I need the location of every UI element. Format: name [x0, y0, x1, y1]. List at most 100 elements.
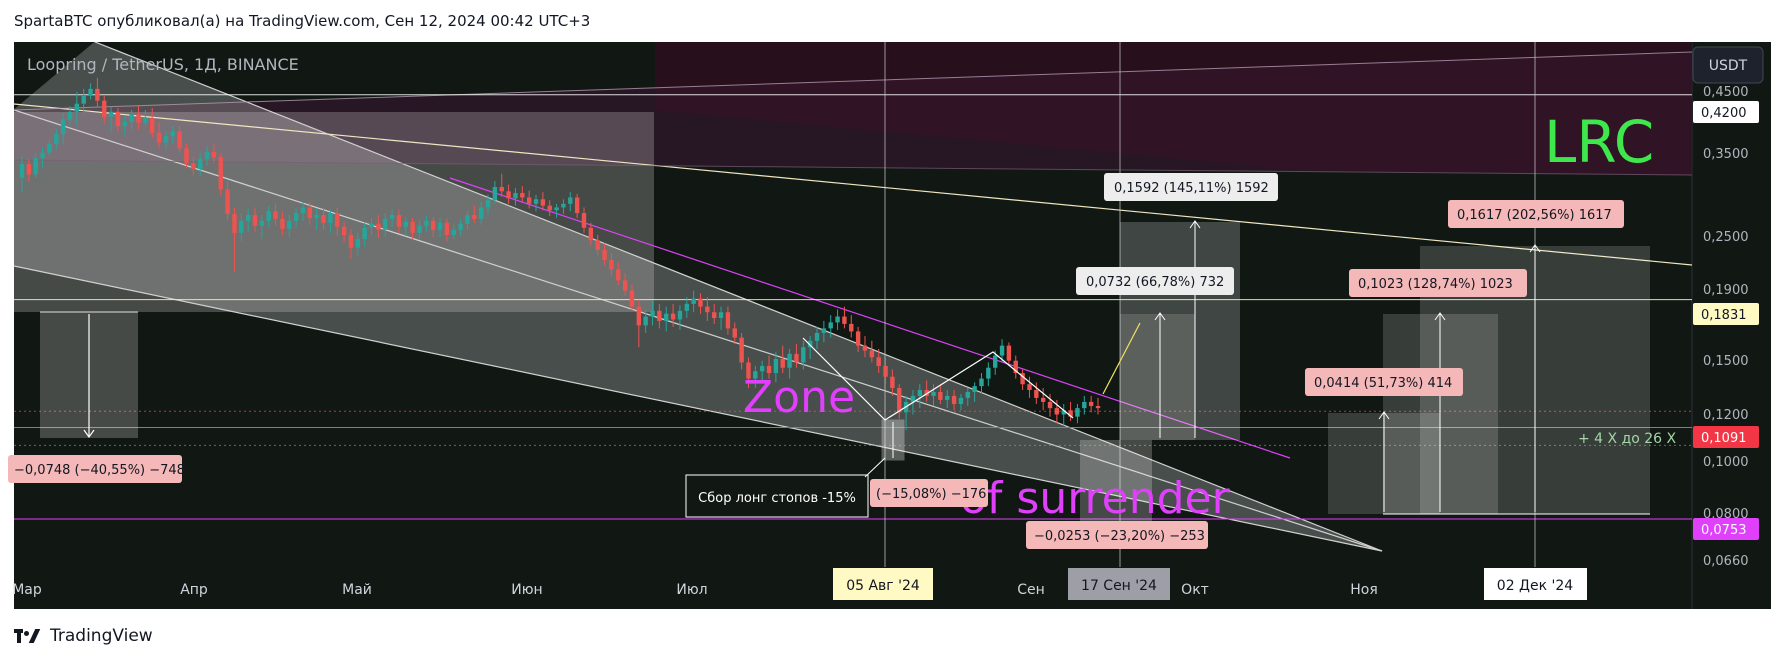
- x-label-may: Май: [342, 582, 372, 598]
- candle-body: [204, 152, 210, 159]
- candle-body: [691, 298, 696, 304]
- candle-body: [376, 223, 381, 230]
- measure-arrow-sep-2-head: [1154, 312, 1166, 321]
- candle-body: [1020, 373, 1025, 385]
- candle-body: [184, 148, 189, 164]
- wedge-upper-line: [14, 109, 1383, 552]
- candle-body: [622, 280, 628, 291]
- candle-body: [197, 158, 203, 169]
- candle-body: [95, 88, 100, 101]
- candle-body: [855, 331, 861, 346]
- measure-label-dec-1-text: 0,1617 (202,56%) 1617: [1457, 208, 1612, 223]
- candle-body: [835, 316, 840, 323]
- candle-body: [252, 215, 258, 226]
- candle-body: [129, 114, 134, 123]
- x-label-sep: Сен: [1017, 582, 1045, 598]
- candle-body: [931, 391, 936, 396]
- measure-box-sep-1: [1120, 222, 1240, 440]
- candle-body: [869, 350, 875, 358]
- price-badge-0109: 0,1091: [1693, 426, 1759, 448]
- tradingview-brand: TradingView: [50, 626, 153, 646]
- candle-body: [814, 332, 820, 341]
- candle-body: [136, 114, 141, 123]
- candle-body: [657, 310, 662, 321]
- candle-body: [451, 229, 456, 235]
- candle-body: [424, 220, 429, 226]
- candle-body: [801, 347, 806, 363]
- candle-body: [266, 211, 271, 221]
- candle-body: [677, 310, 683, 320]
- candle-body: [759, 365, 765, 372]
- y-tick-0190: 0,1900: [1703, 283, 1749, 298]
- candle-body: [773, 358, 779, 374]
- candle-body: [862, 345, 868, 351]
- candle-body: [232, 214, 237, 233]
- candle-body: [547, 205, 552, 211]
- candle-body: [458, 223, 463, 230]
- candle-body: [74, 103, 80, 112]
- measure-label-dec-3: 0,0414 (51,73%) 414: [1305, 368, 1463, 396]
- candle-body: [115, 111, 121, 127]
- candle-body: [1068, 410, 1073, 417]
- candle-body: [218, 157, 223, 190]
- measure-label-aug-text: (−15,08%) −176: [876, 487, 986, 502]
- x-highlight-02dec-text: 02 Дек '24: [1497, 578, 1573, 594]
- candle-body: [636, 306, 642, 326]
- measure-label-sep-down-text: −0,0253 (−23,20%) −253: [1034, 529, 1205, 544]
- candle-body: [698, 298, 703, 307]
- candle-body: [1027, 384, 1032, 390]
- candle-body: [280, 218, 285, 229]
- y-tick-0100: 0,1000: [1703, 455, 1749, 470]
- tradingview-footer[interactable]: TradingView: [14, 624, 153, 648]
- currency-label: USDT: [1709, 58, 1748, 74]
- candle-body: [472, 215, 477, 219]
- candle-body: [739, 337, 744, 363]
- mid-channel-line: [14, 159, 1692, 176]
- candle-body: [1075, 408, 1080, 417]
- candle-body: [595, 240, 600, 250]
- stop-hunt-callout: Сбор лонг стопов -15%: [685, 457, 886, 518]
- candle-body: [362, 227, 367, 240]
- candle-body: [1040, 397, 1046, 402]
- multiplier-label: + 4 X до 26 X: [1578, 431, 1677, 447]
- candle-body: [828, 322, 833, 329]
- x-label-apr: Апр: [180, 582, 208, 598]
- y-tick-0150: 0,1500: [1703, 354, 1749, 369]
- candle-body: [664, 313, 669, 321]
- candle-body: [47, 144, 52, 153]
- y-tick-0120: 0,1200: [1703, 408, 1749, 423]
- candle-body: [513, 193, 518, 199]
- candle-body: [273, 211, 278, 219]
- currency-button[interactable]: USDT: [1692, 46, 1764, 84]
- candle-body: [1088, 401, 1094, 407]
- measure-label-sep-2: 0,0732 (66,78%) 732: [1076, 267, 1234, 295]
- candle-body: [924, 389, 929, 396]
- x-highlight-17sep: 17 Сен '24: [1068, 568, 1170, 600]
- x-highlight-02dec: 02 Дек '24: [1484, 568, 1587, 600]
- candle-body: [581, 213, 587, 228]
- candle-body: [321, 215, 326, 223]
- candle-body: [389, 215, 395, 219]
- price-badge-0109-text: 0,1091: [1701, 431, 1747, 446]
- candle-body: [746, 362, 751, 379]
- candle-body: [191, 163, 196, 169]
- lrc-watermark: LRC: [1544, 108, 1654, 176]
- measure-labels: −0,0748 (−40,55%) −748 (−15,08%) −176 −0…: [8, 173, 1624, 549]
- price-chart[interactable]: LRC Zone of surrender + 4 X до 26 X Loop…: [0, 40, 1781, 610]
- x-label-mar: Мар: [12, 582, 42, 598]
- measure-label-dec-2: 0,1023 (128,74%) 1023: [1349, 269, 1527, 297]
- candle-body: [478, 207, 484, 219]
- candle-body: [437, 222, 443, 230]
- candle-body: [684, 303, 689, 311]
- publish-caption: SpartaBTC опубликовал(а) на TradingView.…: [14, 12, 591, 30]
- candle-body: [485, 200, 491, 208]
- candle-body: [526, 197, 532, 204]
- candle-body: [588, 227, 594, 241]
- candle-body: [1054, 408, 1060, 415]
- candle-body: [211, 152, 217, 158]
- symbol-label: Loopring / TetherUS, 1Д, BINANCE: [27, 55, 299, 74]
- candle-body: [81, 95, 86, 104]
- price-badge-0075-text: 0,0753: [1701, 523, 1747, 538]
- candle-body: [629, 290, 635, 307]
- candle-body: [307, 207, 313, 218]
